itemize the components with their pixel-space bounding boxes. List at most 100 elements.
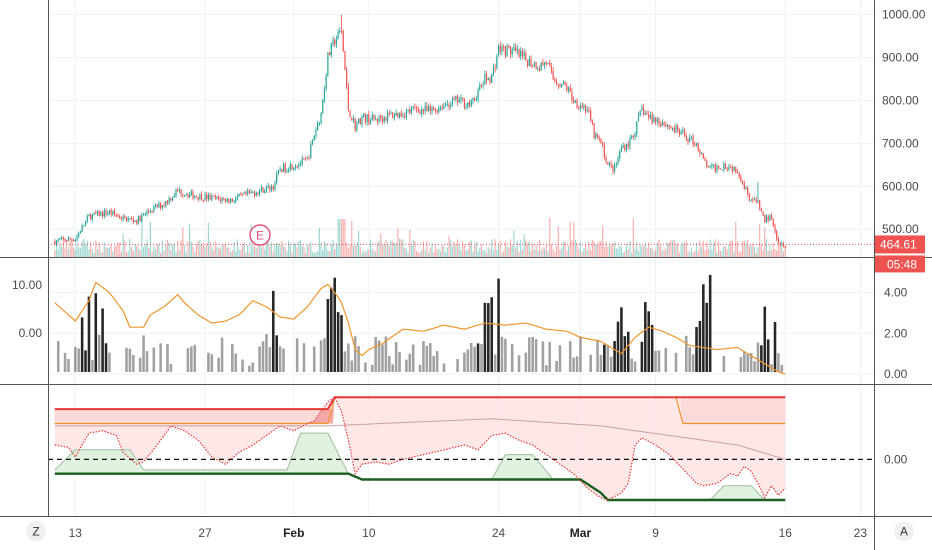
- price-tick-label: 1000.00: [882, 8, 926, 22]
- indicator-bar: [125, 347, 128, 372]
- price-axis[interactable]: 1000.00 900.00 800.00 700.00 600.00 500.00: [882, 8, 926, 237]
- volume-bar: [272, 251, 274, 257]
- volume-bar: [530, 250, 532, 257]
- indicator-bar: [763, 306, 767, 372]
- candle-body: [148, 211, 150, 213]
- volume-bar: [499, 240, 501, 257]
- indicator-bar: [558, 345, 562, 372]
- price-tick-label: 600.00: [882, 179, 919, 193]
- candle-body: [544, 62, 546, 66]
- volume-bar: [738, 251, 740, 257]
- candle-body: [678, 130, 681, 135]
- volume-bar: [431, 243, 433, 257]
- candle-body: [462, 97, 464, 99]
- volume-bar: [508, 247, 510, 257]
- volume-bar: [328, 250, 331, 257]
- indicator-bar: [534, 339, 538, 372]
- volume-bar: [340, 219, 343, 257]
- candle-body: [648, 114, 650, 118]
- candle-body: [231, 198, 233, 202]
- indicator-bar: [691, 354, 695, 372]
- candle-body: [557, 84, 559, 86]
- volume-bar: [605, 240, 607, 257]
- volume-bar: [516, 240, 518, 257]
- candle-body: [764, 215, 766, 222]
- volume-bar: [576, 242, 578, 257]
- candle-body: [298, 164, 300, 167]
- volume-bar: [305, 252, 307, 257]
- indicator-bar: [589, 354, 592, 372]
- candle-body: [144, 213, 146, 215]
- volume-bar: [74, 249, 76, 257]
- volume-bar: [769, 244, 771, 257]
- volume-bar: [721, 250, 723, 257]
- volume-bar: [339, 219, 341, 257]
- indicator-pane: [54, 274, 786, 375]
- indicator-bar: [541, 341, 545, 372]
- volume-bar: [83, 239, 85, 257]
- candle-body: [728, 166, 730, 170]
- time-axis[interactable]: 13 27 Feb 10 24 Mar 9 16 23: [69, 526, 868, 540]
- zoom-reset-button[interactable]: Z: [26, 521, 46, 541]
- candle-body: [564, 82, 566, 86]
- volume-bar: [132, 250, 134, 257]
- candle-body: [76, 236, 78, 240]
- volume-bar: [366, 249, 368, 257]
- candle-body: [289, 164, 291, 171]
- volume-bar: [289, 243, 291, 257]
- volume-bar: [182, 226, 184, 257]
- volume-bar: [311, 251, 314, 257]
- volume-bar: [330, 244, 332, 257]
- candle-body: [228, 198, 230, 203]
- candle-body: [127, 218, 129, 222]
- indicator-right-axis[interactable]: 4.00 2.00 0.00: [884, 286, 908, 381]
- volume-bar: [724, 246, 727, 257]
- candle-body: [235, 198, 237, 202]
- candle-body: [438, 107, 440, 112]
- earnings-event-marker[interactable]: E: [249, 224, 271, 246]
- volume-bar: [195, 244, 198, 257]
- candle-body: [578, 107, 580, 109]
- auto-scale-button[interactable]: A: [894, 521, 914, 541]
- indicator-bar: [152, 347, 156, 372]
- candle-body: [122, 216, 124, 220]
- candle-body: [330, 43, 332, 56]
- oscillator-axis[interactable]: 0.00: [884, 452, 908, 466]
- volume-bar: [622, 252, 624, 257]
- candle-body: [124, 216, 126, 218]
- volume-bar: [690, 248, 692, 257]
- volume-bar: [631, 252, 633, 257]
- candle-body: [776, 231, 778, 239]
- indicator-bar: [302, 343, 306, 372]
- volume-bar: [183, 245, 186, 257]
- indicator-bar: [497, 278, 500, 372]
- volume-bar: [484, 249, 486, 257]
- indicator-bar: [251, 362, 255, 372]
- candle-body: [619, 151, 621, 159]
- candle-body: [668, 124, 670, 127]
- volume-bar: [66, 239, 68, 257]
- volume-bar: [656, 242, 658, 257]
- candle-body: [335, 39, 338, 45]
- volume-bar: [678, 252, 681, 257]
- volume-bar: [136, 245, 138, 257]
- volume-bar: [175, 251, 177, 257]
- indicator-bar: [193, 344, 197, 372]
- candle-body: [113, 210, 116, 215]
- indicator-bar: [633, 361, 637, 372]
- candle-body: [323, 88, 326, 101]
- candle-body: [528, 58, 530, 67]
- indicator-bar: [217, 357, 220, 372]
- volume-bar: [602, 225, 604, 257]
- candle-body: [429, 106, 431, 112]
- indicator-bar: [220, 337, 224, 372]
- candle-body: [583, 105, 585, 108]
- candle-body: [86, 216, 88, 222]
- candle-body: [223, 198, 225, 200]
- volume-bar: [765, 239, 768, 257]
- candle-body: [241, 193, 244, 195]
- indicator-bar: [132, 355, 135, 372]
- volume-bar: [216, 246, 218, 257]
- price-tick-label: 700.00: [882, 136, 919, 150]
- volume-bar: [306, 245, 309, 257]
